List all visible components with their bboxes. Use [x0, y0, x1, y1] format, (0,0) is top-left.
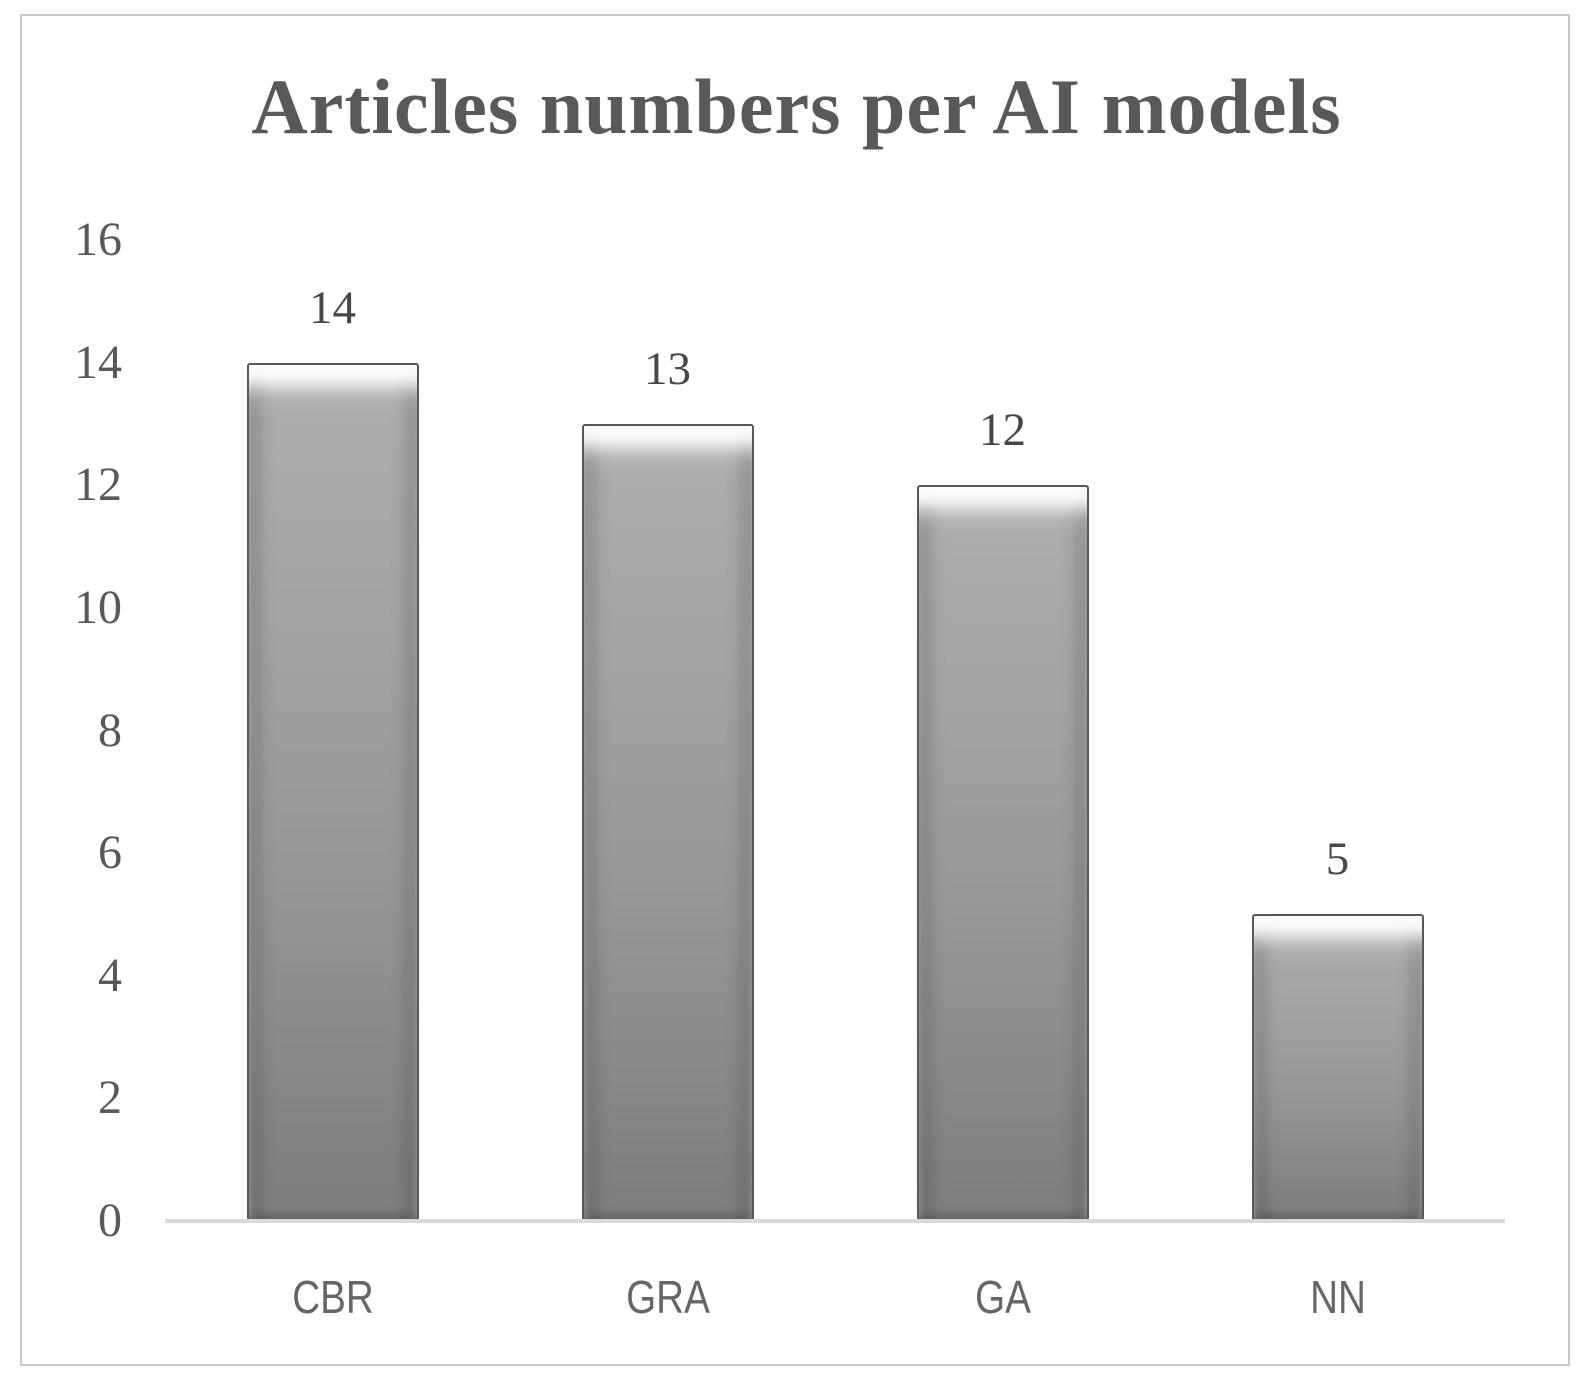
- y-tick-label-4: 4: [98, 948, 122, 1002]
- x-axis-label-NN: NN: [1309, 1271, 1366, 1323]
- x-axis-label-CBR: CBR: [291, 1271, 374, 1323]
- bar-value-label-GRA: 13: [644, 342, 691, 395]
- x-axis-label-GRA: GRA: [625, 1271, 710, 1323]
- y-tick-label-8: 8: [98, 703, 122, 757]
- y-tick-label-6: 6: [98, 826, 122, 880]
- chart-title: Articles numbers per AI models: [251, 63, 1342, 150]
- x-axis-label-GA: GA: [974, 1271, 1031, 1323]
- bar-value-label-CBR: 14: [309, 281, 356, 334]
- bar-value-label-GA: 12: [979, 404, 1026, 457]
- y-tick-label-10: 10: [74, 580, 122, 634]
- y-tick-label-14: 14: [74, 335, 122, 389]
- y-tick-label-16: 16: [74, 213, 122, 266]
- x-axis-line: [165, 1219, 1505, 1223]
- y-tick-label-2: 2: [98, 1071, 122, 1125]
- bar-GRA: [581, 423, 754, 1221]
- bar-NN: [1251, 914, 1424, 1221]
- bar-GA: [916, 485, 1089, 1221]
- bar-value-label-NN: 5: [1325, 833, 1350, 886]
- y-tick-label-0: 0: [98, 1194, 122, 1247]
- y-tick-label-12: 12: [74, 458, 122, 512]
- bar-CBR: [246, 362, 419, 1221]
